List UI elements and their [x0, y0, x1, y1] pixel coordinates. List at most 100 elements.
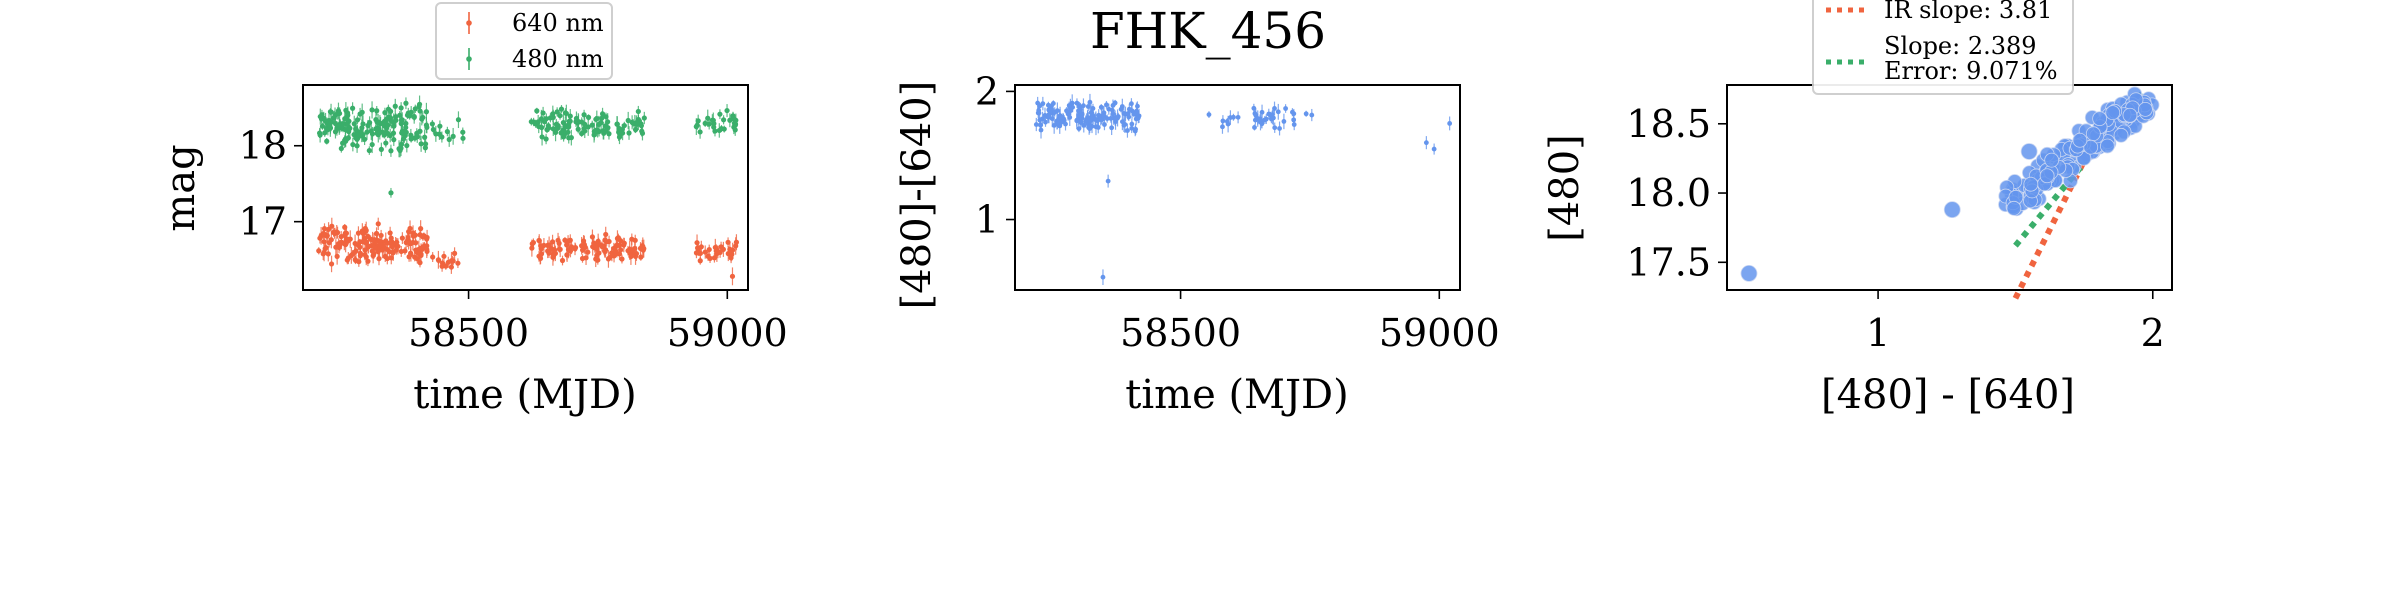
640nm-point	[702, 245, 708, 259]
480nm-point	[528, 117, 534, 126]
640nm-point	[564, 240, 570, 248]
series0-point	[1076, 105, 1081, 117]
series0-point-outlier	[1431, 143, 1437, 155]
series0-point	[1272, 122, 1278, 133]
series0-point	[1275, 103, 1281, 120]
480nm-point	[422, 142, 428, 153]
series0-point	[1045, 101, 1051, 109]
640nm-point	[417, 257, 423, 268]
640nm-point	[420, 233, 426, 241]
640nm-point	[341, 230, 348, 240]
480nm-point	[573, 111, 580, 126]
series0-point	[1129, 118, 1135, 130]
y-tick-label: 18.5	[1626, 102, 1711, 146]
series0-point	[1290, 108, 1295, 117]
480nm-point	[717, 109, 723, 120]
480nm-point	[554, 107, 560, 117]
series0-point	[1281, 113, 1287, 130]
480nm-point	[557, 111, 563, 120]
640nm-point	[389, 238, 395, 255]
480nm-point	[420, 111, 426, 124]
480nm-point	[377, 125, 383, 140]
640nm-point	[355, 226, 362, 240]
480nm-point	[345, 134, 351, 142]
480nm-point	[350, 137, 356, 152]
480nm-point	[365, 119, 371, 131]
series0-point	[1224, 117, 1230, 125]
series0-point	[1040, 111, 1045, 126]
640nm-point	[328, 255, 335, 273]
640nm-point	[451, 247, 458, 260]
480nm-point	[621, 121, 627, 130]
480nm-point	[414, 130, 420, 143]
y-tick-label: 17	[239, 200, 287, 244]
480nm-point	[354, 138, 360, 153]
480nm-point	[568, 129, 574, 146]
series0-point-outlier	[1105, 174, 1111, 188]
480nm-point	[562, 122, 568, 133]
640nm-point	[388, 251, 394, 265]
640nm-point	[410, 230, 416, 242]
640nm-point	[365, 240, 371, 254]
series0-point	[1231, 113, 1236, 121]
480nm-point	[694, 120, 700, 130]
640nm-point	[324, 230, 330, 242]
480nm-point	[342, 124, 349, 135]
640nm-point	[430, 252, 436, 262]
series0-point	[1135, 112, 1141, 124]
480nm-point	[566, 114, 572, 128]
colour-curve-panel: 58500 59000 1 2 time (MJD) [480]-[640]	[894, 69, 1500, 418]
series0-point	[1235, 111, 1241, 124]
640nm-point	[399, 232, 405, 245]
480nm-point-outlier	[388, 187, 394, 198]
480nm-point	[543, 133, 549, 145]
series0-point	[1113, 113, 1119, 126]
480nm-point	[619, 125, 626, 141]
640nm-point	[403, 234, 409, 251]
series0-point	[1050, 100, 1056, 107]
640nm-point	[375, 217, 381, 230]
640nm-point	[564, 249, 570, 261]
series0-point	[1049, 103, 1054, 114]
640nm-point	[337, 239, 343, 251]
480nm-point	[625, 111, 631, 130]
480nm-point	[635, 105, 641, 118]
640nm-point	[705, 251, 711, 261]
640nm-point	[376, 252, 382, 266]
640nm-point	[344, 255, 350, 265]
640nm-point	[348, 246, 354, 264]
480nm-point	[579, 117, 585, 127]
480nm-point	[455, 111, 462, 129]
480nm-point	[359, 119, 365, 137]
480nm-point	[418, 135, 424, 152]
series0-point	[1131, 110, 1137, 118]
480nm-point	[369, 136, 375, 154]
640nm-point	[436, 256, 442, 265]
series0-point-outlier	[1423, 136, 1429, 150]
480nm-point	[385, 119, 391, 131]
640nm-point	[377, 240, 384, 249]
480nm-point	[558, 105, 565, 114]
640nm-point	[537, 252, 544, 264]
480nm-point	[724, 104, 730, 118]
640nm-point	[720, 241, 726, 257]
480nm-point	[342, 110, 348, 128]
series0-point	[1126, 103, 1132, 115]
lightcurve-x-axis-label: time (MJD)	[413, 372, 636, 418]
640nm-point	[316, 247, 322, 255]
640nm-point	[618, 245, 624, 254]
series0-point	[1049, 110, 1055, 128]
640nm-point	[693, 247, 700, 259]
series0-point	[1303, 110, 1309, 117]
legend-label-ir-slope: IR slope: 3.81	[1884, 0, 2052, 24]
series0-point	[1272, 101, 1277, 116]
640nm-point	[448, 251, 455, 270]
480nm-point	[383, 129, 389, 136]
480nm-point	[439, 131, 445, 143]
480nm-point	[555, 121, 561, 130]
640nm-point	[638, 253, 644, 261]
640nm-point	[343, 236, 349, 253]
640nm-point	[352, 245, 358, 260]
640nm-point	[363, 248, 369, 266]
640nm-point	[546, 248, 552, 258]
